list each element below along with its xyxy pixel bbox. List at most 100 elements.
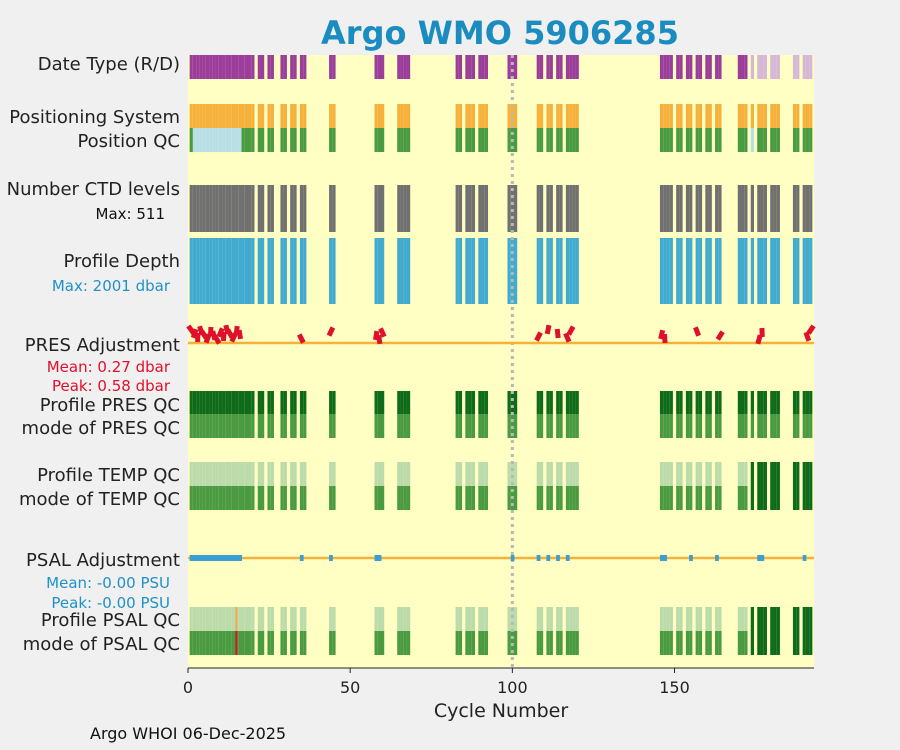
mode-temp-qc-cell: [802, 486, 806, 510]
ctd-levels-cell: [270, 185, 274, 232]
profile-depth-cell: [283, 238, 287, 304]
profile-pres-qc-cell: [802, 391, 806, 414]
date-type-cell: [192, 55, 197, 79]
profile-temp-qc-cell: [805, 462, 810, 486]
profile-depth-cell: [458, 238, 463, 304]
mode-pres-qc-cell: [235, 414, 239, 438]
ctd-levels-cell: [231, 185, 236, 232]
date-type-cell: [559, 55, 563, 79]
date-type-cell: [776, 55, 780, 79]
mode-temp-qc-cell: [290, 486, 294, 510]
mode-pres-qc-cell: [572, 414, 576, 438]
mode-psal-qc-cell: [218, 631, 223, 655]
profile-depth-cell: [202, 238, 206, 304]
pres-adjustment-mark: [190, 328, 199, 339]
ctd-levels-cell: [809, 185, 813, 232]
mode-psal-qc-cell: [290, 631, 294, 655]
position-qc-cell: [251, 128, 255, 152]
profile-psal-qc-cell: [481, 607, 485, 631]
profile-psal-qc-cell: [251, 607, 255, 631]
mode-psal-qc-cell: [238, 631, 242, 655]
profile-pres-qc-cell: [484, 391, 489, 414]
mode-psal-qc-cell: [244, 631, 248, 655]
date-type-cell: [403, 55, 407, 79]
mode-pres-qc-cell: [299, 414, 304, 438]
profile-psal-qc-cell: [744, 607, 748, 631]
positioning-system-cell: [202, 104, 206, 128]
mode-pres-qc-cell: [267, 414, 271, 438]
position-qc-cell: [471, 128, 476, 152]
psal-adjustment-mark: [802, 555, 807, 561]
profile-temp-qc-cell: [802, 462, 806, 486]
date-type-cell: [760, 55, 764, 79]
pres-adjustment-mark: [236, 329, 244, 340]
profile-pres-qc-cell: [290, 391, 294, 414]
ctd-levels-cell: [556, 185, 560, 232]
mode-temp-qc-cell: [332, 486, 336, 510]
positioning-system-cell: [513, 104, 518, 128]
profile-psal-qc-cell: [199, 607, 203, 631]
ctd-levels-cell: [510, 185, 514, 232]
ctd-levels-cell: [380, 185, 385, 232]
mode-pres-qc-cell: [192, 414, 197, 438]
positioning-system-cell: [536, 104, 540, 128]
profile-pres-qc-cell: [215, 391, 219, 414]
position-qc-cell: [222, 128, 226, 152]
x-tick-label: 50: [340, 678, 360, 697]
ctd-levels-cell: [332, 185, 336, 232]
mode-psal-qc-cell: [481, 631, 485, 655]
profile-pres-qc-cell: [260, 391, 265, 414]
position-qc-cell: [536, 128, 540, 152]
psal-adjustment-mark: [199, 555, 204, 561]
position-qc-cell: [228, 128, 232, 152]
plot-area: [188, 55, 814, 668]
mode-temp-qc-cell: [676, 486, 680, 510]
ctd-levels-cell: [559, 185, 563, 232]
date-type-cell: [708, 55, 712, 79]
profile-pres-qc-cell: [218, 391, 223, 414]
mode-psal-qc-cell: [209, 631, 213, 655]
profile-depth-cell: [270, 238, 274, 304]
ctd-levels-cell: [513, 185, 518, 232]
date-type-cell: [539, 55, 544, 79]
mode-psal-qc-cell: [575, 631, 579, 655]
pres-adjustment-mark: [563, 332, 572, 343]
position-qc-cell: [549, 128, 553, 152]
date-type-cell: [238, 55, 242, 79]
profile-psal-qc-cell: [205, 607, 210, 631]
profile-temp-qc-cell: [280, 462, 284, 486]
positioning-system-cell: [403, 104, 407, 128]
mode-pres-qc-cell: [283, 414, 287, 438]
position-qc-cell: [666, 128, 670, 152]
profile-depth-cell: [196, 238, 200, 304]
positioning-system-cell: [539, 104, 544, 128]
date-type-cell: [669, 55, 673, 79]
positioning-system-cell: [471, 104, 476, 128]
mode-psal-qc-cell: [757, 631, 761, 655]
ctd-levels-cell: [698, 185, 703, 232]
ctd-levels-cell: [689, 185, 693, 232]
profile-temp-qc-cell: [251, 462, 255, 486]
mode-temp-qc-cell: [397, 486, 401, 510]
profile-temp-qc-cell: [329, 462, 333, 486]
profile-psal-qc-cell: [536, 607, 540, 631]
mode-psal-qc-cell: [770, 631, 774, 655]
profile-psal-qc-cell: [695, 607, 699, 631]
profile-psal-qc-cell: [663, 607, 667, 631]
position-qc-cell: [478, 128, 482, 152]
profile-pres-qc-cell: [192, 391, 197, 414]
date-type-cell: [293, 55, 297, 79]
date-type-cell: [507, 55, 511, 79]
position-qc-cell: [406, 128, 411, 152]
profile-psal-qc-cell: [270, 607, 274, 631]
profile-depth-cell: [685, 238, 690, 304]
mode-temp-qc-cell: [481, 486, 485, 510]
mode-temp-qc-cell: [267, 486, 271, 510]
mode-temp-qc-cell: [222, 486, 226, 510]
profile-temp-qc-cell: [257, 462, 261, 486]
profile-psal-qc-cell: [400, 607, 404, 631]
profile-temp-qc-cell: [685, 462, 690, 486]
footer-credit: Argo WHOI 06-Dec-2025: [90, 724, 287, 743]
positioning-system-cell: [270, 104, 274, 128]
positioning-system-cell: [559, 104, 563, 128]
